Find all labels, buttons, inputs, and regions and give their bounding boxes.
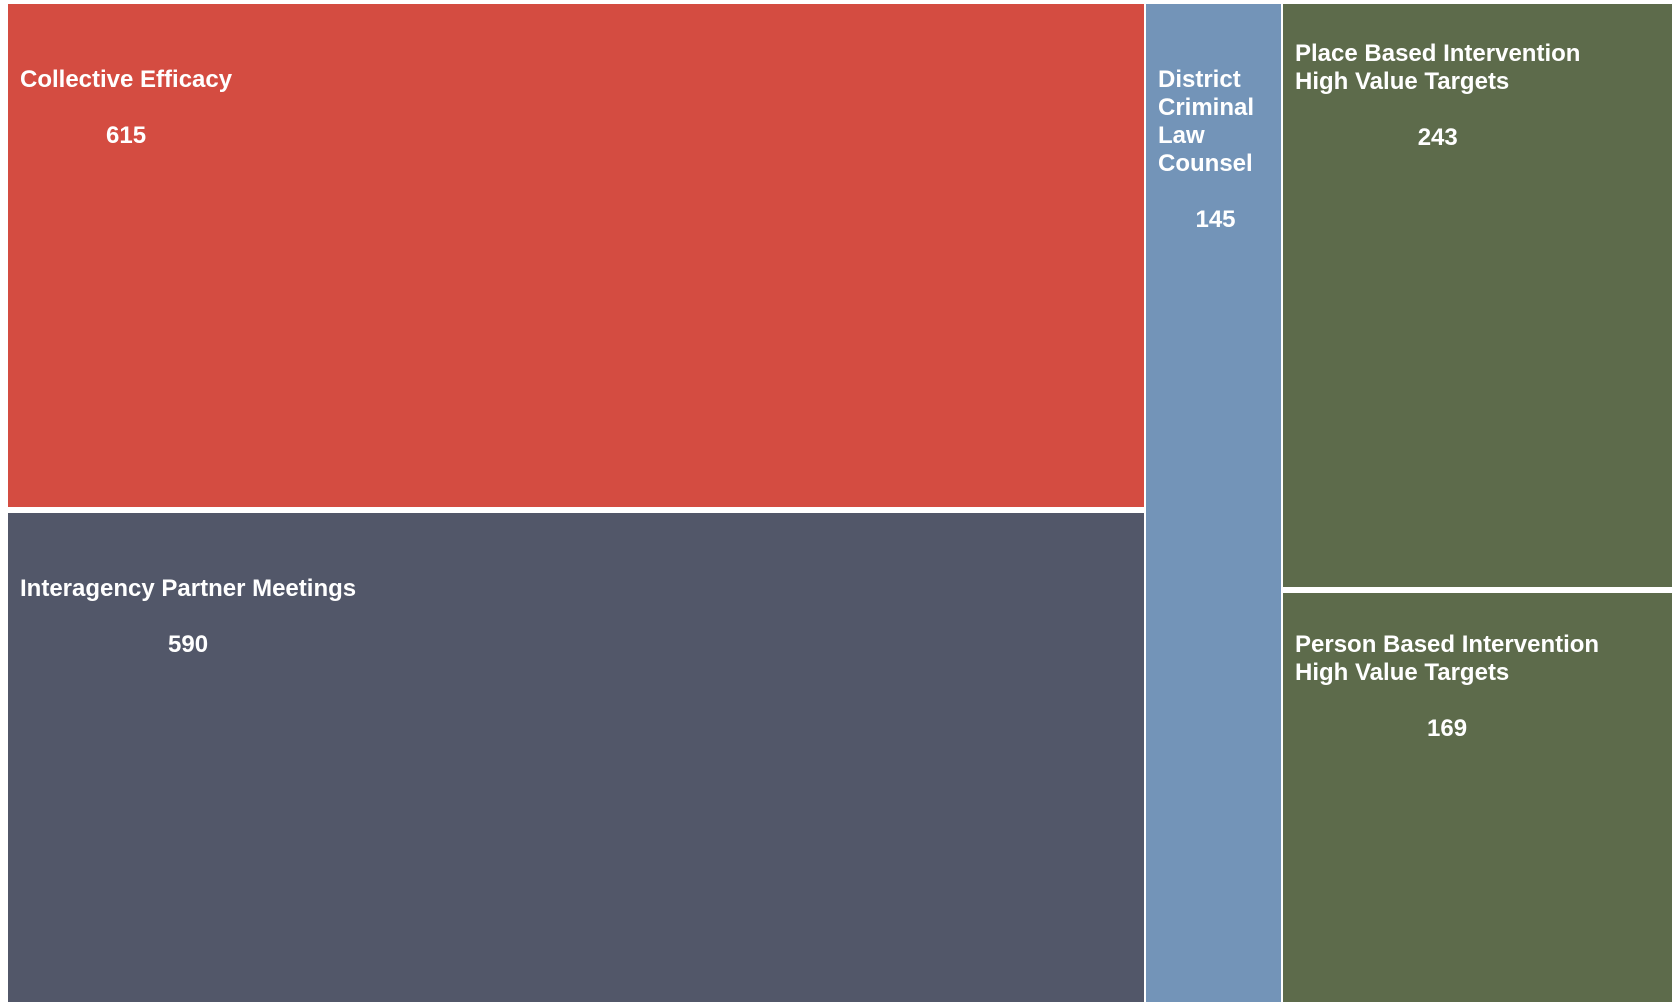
tile-name: Interagency Partner Meetings <box>20 575 357 602</box>
tile-label-collective-efficacy: Collective Efficacy 615 <box>20 38 232 178</box>
tile-value: 169 <box>1427 715 1468 742</box>
tile-value: 615 <box>106 122 147 149</box>
tile-person-based-intervention[interactable]: Person Based Intervention High Value Tar… <box>1283 593 1672 1002</box>
tile-place-based-intervention[interactable]: Place Based Intervention High Value Targ… <box>1283 4 1672 587</box>
tile-label-person-based-intervention: Person Based Intervention High Value Tar… <box>1295 603 1599 771</box>
tile-value: 590 <box>168 631 209 658</box>
tile-district-criminal-law-counsel[interactable]: District Criminal Law Counsel 145 <box>1146 4 1281 1002</box>
tile-name: Place Based Intervention High Value Targ… <box>1295 40 1581 95</box>
tile-label-district-criminal-law-counsel: District Criminal Law Counsel 145 <box>1158 38 1273 262</box>
treemap-chart: Collective Efficacy 615 Interagency Part… <box>8 4 1672 1002</box>
tile-interagency-partner-meetings[interactable]: Interagency Partner Meetings 590 <box>8 513 1144 1002</box>
tile-collective-efficacy[interactable]: Collective Efficacy 615 <box>8 4 1144 507</box>
tile-label-interagency-partner-meetings: Interagency Partner Meetings 590 <box>20 547 356 687</box>
tile-name: Collective Efficacy <box>20 66 233 93</box>
tile-value: 145 <box>1195 206 1236 233</box>
tile-name: Person Based Intervention High Value Tar… <box>1295 631 1600 686</box>
tile-label-place-based-intervention: Place Based Intervention High Value Targ… <box>1295 12 1580 180</box>
tile-name: District Criminal Law Counsel <box>1158 66 1255 177</box>
tile-value: 243 <box>1417 124 1458 151</box>
